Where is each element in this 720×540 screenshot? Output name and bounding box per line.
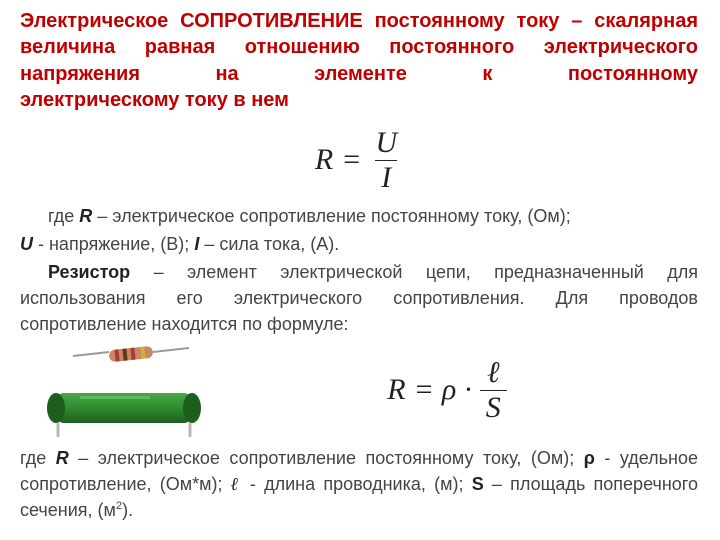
resistor-term: Резистор	[48, 262, 130, 282]
legend2-S-text2: ).	[122, 500, 133, 520]
resistor-definition: Резистор – элемент электрической цепи, п…	[20, 259, 698, 337]
legend1-R: R	[79, 206, 92, 226]
formula2-lhs: R	[387, 373, 405, 407]
resistor-figures	[20, 343, 226, 437]
formula-r-equals-u-over-i: R = U I	[20, 128, 698, 193]
slide: { "colors": { "headline": "#c00000", "bo…	[0, 0, 720, 540]
formula1-denominator: I	[375, 160, 397, 193]
headline-last-line: электрическому току в нем	[20, 87, 698, 113]
formula2-numerator: ℓ	[481, 358, 506, 390]
small-resistor-icon	[71, 343, 191, 369]
legend-2: где R – электрическое сопротивление пост…	[20, 445, 698, 523]
legend2-R: R	[56, 448, 69, 468]
formula1-eq: =	[341, 143, 361, 177]
legend2-rho: ρ	[584, 448, 595, 468]
definition-headline: Электрическое СОПРОТИВЛЕНИЕ постоянному …	[20, 8, 698, 114]
formula2-dot: ·	[464, 373, 472, 407]
legend1-I-text: – сила тока, (А).	[199, 234, 339, 254]
legend1-U: U	[20, 234, 33, 254]
legend-1: где R – электрическое сопротивление пост…	[20, 203, 698, 337]
formula1-lhs: R	[315, 143, 333, 177]
formula2-rho: ρ	[442, 373, 456, 407]
legend1-U-text: - напряжение, (В);	[33, 234, 194, 254]
formula1-numerator: U	[369, 128, 403, 160]
legend2-ell: ℓ	[231, 474, 242, 494]
legend2-ell-text: - длина проводника, (м);	[242, 474, 472, 494]
formula2-denominator: S	[480, 390, 507, 423]
headline-text: Электрическое СОПРОТИВЛЕНИЕ постоянному …	[20, 10, 698, 85]
formula-r-equals-rho-l-over-s: R = ρ · ℓ S	[256, 358, 638, 423]
formula2-eq: =	[414, 373, 434, 407]
legend2-R-text: – электрическое сопротивление постоянном…	[69, 448, 584, 468]
large-resistor-icon	[36, 377, 226, 437]
legend1-prefix: где	[48, 206, 79, 226]
formula2-fraction: ℓ S	[480, 358, 507, 423]
legend2-S: S	[472, 474, 484, 494]
legend1-R-text: – электрическое сопротивление постоянном…	[92, 206, 570, 226]
figure-and-formula-row: R = ρ · ℓ S	[20, 343, 698, 437]
legend2-prefix: где	[20, 448, 56, 468]
formula1-fraction: U I	[369, 128, 403, 193]
